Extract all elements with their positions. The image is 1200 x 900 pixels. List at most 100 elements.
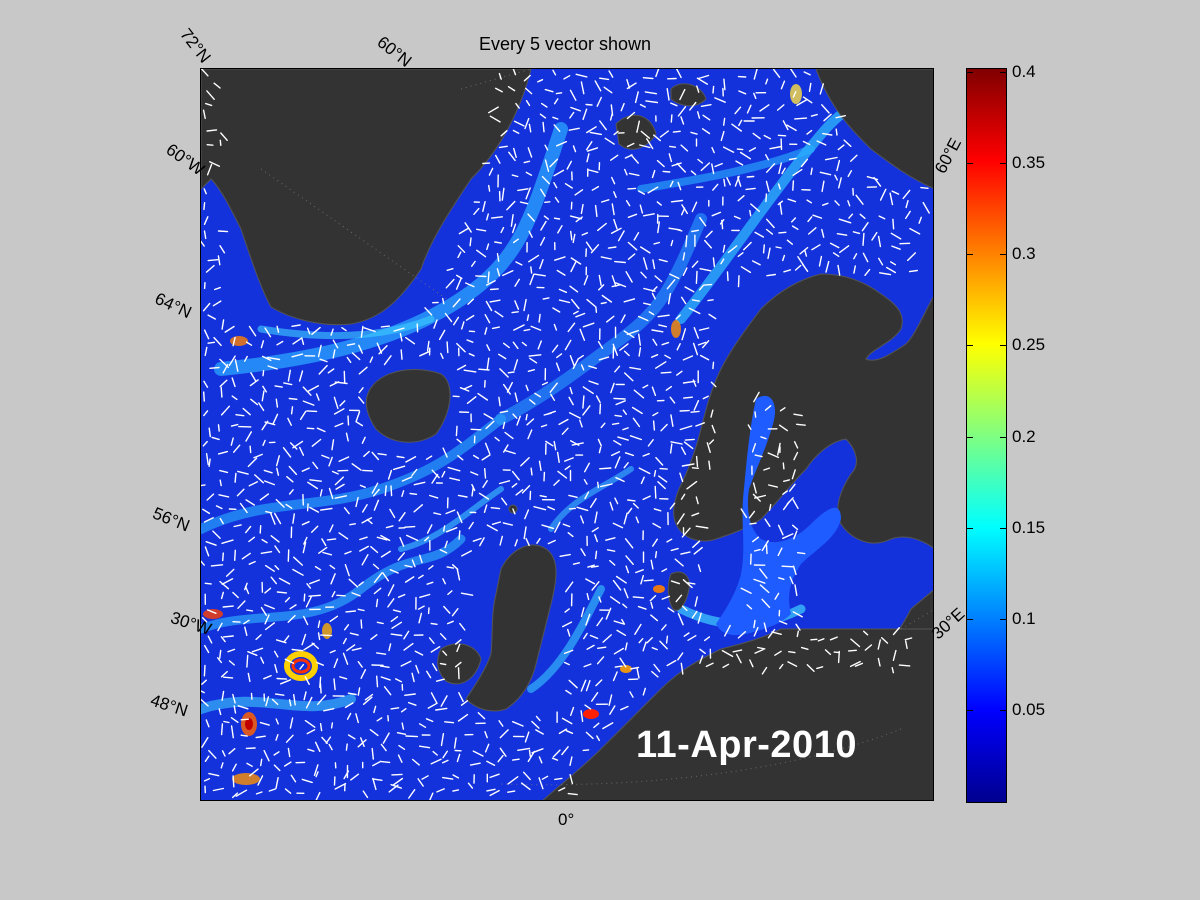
- vector-arrow: [768, 484, 778, 488]
- vector-arrow: [525, 100, 531, 107]
- vector-arrow: [583, 479, 588, 485]
- vector-arrow: [675, 594, 683, 603]
- vector-arrow: [689, 101, 697, 111]
- vector-arrow: [767, 452, 780, 459]
- vector-arrow: [461, 321, 465, 330]
- vector-arrow: [345, 743, 348, 751]
- vector-arrow: [535, 729, 544, 735]
- colorbar-tick-label: 0.25: [1012, 335, 1046, 355]
- vector-arrow: [691, 260, 699, 268]
- vector-arrow: [670, 102, 678, 107]
- vector-arrow: [460, 700, 469, 706]
- vector-arrow: [691, 299, 700, 302]
- vector-arrow: [207, 258, 220, 262]
- vector-arrow: [364, 693, 374, 701]
- vector-arrow: [358, 366, 368, 375]
- vector-arrow: [512, 69, 517, 76]
- vector-arrow: [847, 200, 851, 207]
- vector-arrow: [763, 467, 771, 471]
- vector-arrow: [405, 534, 419, 542]
- vector-arrow: [624, 452, 635, 457]
- vector-arrow: [287, 417, 293, 426]
- vector-arrow: [570, 230, 573, 241]
- vector-arrow: [659, 467, 668, 470]
- vector-arrow: [204, 346, 208, 357]
- vector-arrow: [259, 525, 262, 534]
- vector-arrow: [255, 634, 262, 641]
- vector-arrow: [596, 617, 604, 627]
- vector-arrow: [323, 708, 335, 712]
- vector-arrow: [258, 402, 265, 412]
- vector-arrow: [202, 508, 211, 515]
- vector-arrow: [623, 298, 636, 303]
- vector-arrow: [488, 167, 494, 176]
- vector-arrow: [454, 661, 462, 668]
- vector-arrow: [732, 649, 743, 653]
- vector-arrow: [201, 617, 208, 623]
- vector-arrow: [611, 203, 615, 216]
- vector-arrow: [905, 199, 909, 209]
- vector-arrow: [778, 162, 782, 175]
- vector-arrow: [444, 540, 448, 549]
- vector-arrow: [726, 271, 729, 282]
- vector-arrow: [693, 327, 699, 339]
- vector-arrow: [201, 240, 205, 247]
- vector-arrow: [316, 694, 327, 705]
- colorbar-tick-mark: [1000, 72, 1006, 73]
- vector-arrow: [611, 422, 620, 425]
- vector-arrow: [511, 470, 520, 481]
- vector-arrow: [528, 354, 542, 357]
- vector-arrow: [206, 163, 213, 176]
- vector-arrow: [697, 564, 702, 573]
- vector-arrow: [564, 465, 571, 471]
- vector-arrow: [599, 467, 612, 470]
- vector-arrow: [528, 123, 532, 133]
- vector-arrow: [391, 773, 403, 776]
- vector-arrow: [569, 89, 577, 101]
- vector-arrow: [879, 272, 892, 276]
- vector-arrow: [723, 178, 726, 187]
- vector-arrow: [260, 340, 265, 349]
- vector-arrow: [681, 328, 687, 341]
- vector-arrow: [347, 692, 357, 696]
- vector-arrow: [390, 633, 403, 637]
- vector-arrow: [329, 649, 336, 654]
- vector-arrow: [564, 339, 572, 351]
- vector-arrow: [433, 319, 438, 329]
- vector-arrow: [586, 153, 590, 163]
- vector-arrow: [502, 522, 513, 526]
- vector-arrow: [500, 130, 508, 137]
- vector-arrow: [620, 705, 629, 711]
- vector-arrow: [503, 383, 511, 395]
- vector-arrow: [499, 368, 509, 378]
- vector-arrow: [510, 213, 514, 227]
- vector-arrow: [204, 546, 210, 557]
- vector-arrow: [551, 344, 559, 353]
- vector-arrow: [304, 676, 310, 685]
- vector-arrow: [520, 457, 530, 467]
- vector-arrow: [614, 365, 621, 373]
- vector-arrow: [514, 392, 518, 403]
- vector-arrow: [523, 160, 531, 164]
- vector-arrow: [600, 422, 606, 429]
- vector-arrow: [431, 473, 439, 484]
- vector-arrow: [463, 384, 473, 390]
- vector-arrow: [498, 72, 502, 80]
- vector-arrow: [486, 279, 496, 286]
- vector-arrow: [380, 676, 391, 681]
- vector-arrow: [690, 131, 698, 135]
- vector-arrow: [540, 424, 548, 428]
- vector-arrow: [333, 408, 345, 415]
- vector-arrow: [824, 649, 832, 656]
- land: [201, 69, 933, 800]
- vector-arrow: [271, 698, 279, 706]
- vector-arrow: [373, 587, 382, 595]
- vector-arrow: [751, 443, 757, 453]
- vector-arrow: [555, 362, 561, 372]
- vector-arrow: [388, 643, 392, 652]
- vector-arrow: [346, 356, 352, 363]
- vector-arrow: [582, 386, 594, 395]
- vector-arrow: [598, 284, 605, 291]
- vector-arrow: [558, 288, 568, 294]
- vector-arrow: [241, 552, 251, 560]
